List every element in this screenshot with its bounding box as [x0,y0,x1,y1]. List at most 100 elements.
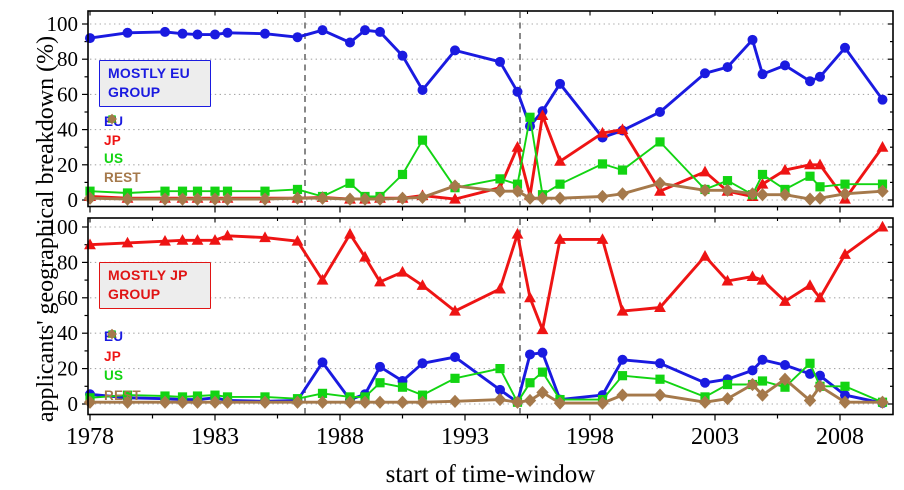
marker-circle [450,45,460,56]
marker-diamond [511,395,524,409]
group-label-eu: MOSTLY EU GROUP [108,65,190,100]
marker-square [805,358,815,368]
marker-circle [360,25,370,36]
marker-diamond [208,395,222,409]
y-tick-label: 0 [68,392,79,416]
series-markers-rest [83,372,889,410]
marker-square [222,186,233,196]
legend-item-us: US [104,115,141,169]
marker-circle [757,354,768,365]
legend-label-us: US [104,151,124,167]
marker-diamond [83,191,97,205]
marker-circle [160,26,170,37]
marker-circle [655,107,665,117]
marker-square [815,182,825,192]
marker-diamond [107,113,117,125]
marker-triangle [536,109,549,121]
marker-square [840,179,850,189]
marker-diamond [221,192,234,206]
y-tick-label: 60 [57,82,78,106]
marker-square [722,379,733,390]
marker-circle [85,33,95,44]
marker-triangle [209,234,221,245]
marker-diamond [746,377,759,392]
marker-diamond [838,187,852,201]
marker-square [345,178,355,188]
marker-diamond [416,190,429,204]
group-label-jp: MOSTLY JP GROUP [108,267,188,302]
y-tick-label: 100 [47,215,79,239]
x-tick-label: 1993 [441,424,489,450]
marker-square [555,179,565,189]
legend-top: EUJPUSREST [104,112,141,187]
marker-circle [700,377,710,388]
marker-square [655,137,665,147]
marker-diamond [493,184,507,198]
marker-circle [840,42,850,53]
marker-square [525,378,535,388]
marker-triangle [449,304,461,316]
marker-triangle [804,279,816,290]
marker-triangle [416,279,429,290]
marker-diamond [191,395,204,409]
legend-item-jp: JP [104,329,141,367]
marker-triangle [191,234,204,245]
marker-circle [450,352,460,363]
marker-circle [495,56,505,67]
marker-triangle [779,295,791,306]
legend-item-us: US [104,330,141,386]
x-axis-title: start of time-window [385,461,596,488]
y-tick-label: 60 [57,286,78,310]
marker-diamond [813,191,827,205]
marker-square [260,186,270,196]
marker-triangle [359,250,371,262]
marker-diamond [493,392,507,407]
marker-diamond [396,191,409,205]
marker-square [840,381,850,391]
marker-circle [260,28,270,39]
marker-triangle [756,177,769,189]
y-tick-label: 40 [57,321,78,345]
legend-label-rest: REST [104,388,141,404]
marker-diamond [373,395,387,409]
marker-circle [417,85,428,95]
marker-triangle [449,192,461,204]
marker-square [177,186,188,196]
marker-circle [122,27,133,38]
marker-diamond [698,395,712,409]
marker-circle [222,27,233,38]
marker-triangle [159,234,171,246]
marker-diamond [838,395,852,409]
marker-triangle [596,233,609,244]
marker-square [122,390,133,400]
marker-triangle [524,291,536,303]
marker-triangle [721,274,734,286]
marker-diamond [176,192,189,206]
y-tick-label: 80 [57,47,78,71]
marker-square [210,186,220,196]
legend-label-rest: REST [104,170,141,186]
marker-triangle [616,123,629,135]
legend-item-rest: REST [104,328,141,406]
marker-triangle [596,126,609,138]
marker-square [597,159,608,169]
marker-triangle [316,273,329,285]
marker-diamond [258,395,272,409]
marker-triangle [554,233,566,244]
y-tick-label: 100 [47,12,79,36]
marker-diamond [121,192,134,206]
panel-bottom: 0 20 40 60 80 100 [47,215,894,421]
marker-triangle [259,231,271,243]
marker-triangle [654,185,666,196]
marker-circle [317,25,328,36]
marker-square [805,171,815,181]
marker-diamond [343,395,357,409]
marker-circle [495,384,505,395]
x-tick-label: 1988 [316,424,364,450]
marker-circle [177,28,188,39]
marker-diamond [107,328,117,340]
legend-label-jp: JP [104,348,121,364]
marker-triangle [756,273,769,285]
marker-circle [537,347,548,358]
